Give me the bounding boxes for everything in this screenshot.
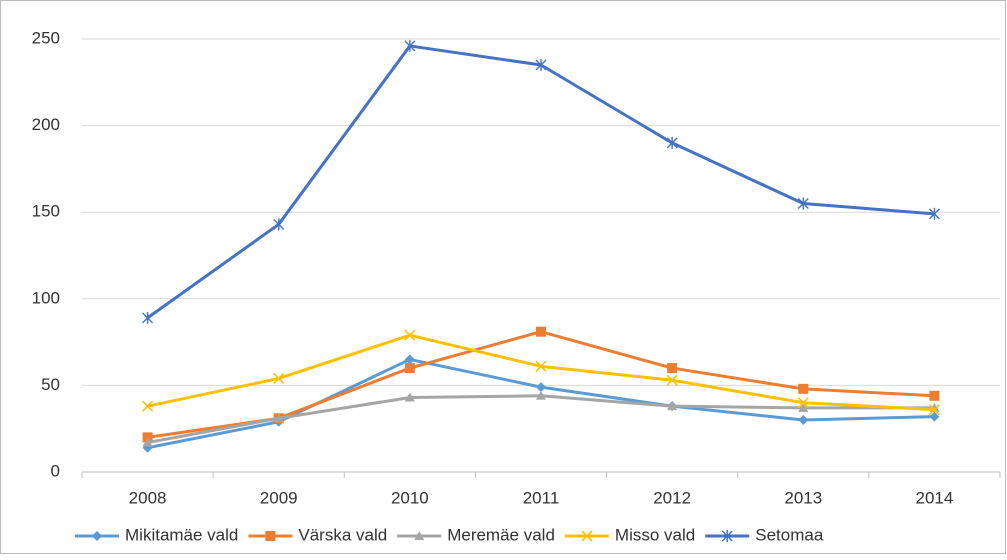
marker [142,437,153,447]
marker [273,413,284,423]
marker [273,218,285,231]
marker [142,432,153,443]
marker [797,397,809,409]
marker [929,390,940,401]
marker [666,136,678,149]
x-tick-label: 2008 [129,488,167,507]
y-tick-label: 100 [32,288,60,307]
marker [536,390,546,400]
marker [414,531,425,540]
marker [535,360,547,372]
y-tick-label: 50 [41,375,60,394]
y-tick-label: 150 [32,202,60,221]
marker [142,311,154,324]
y-tick-label: 250 [32,28,60,47]
x-tick-label: 2010 [391,488,429,507]
legend-label: Setomaa [755,525,824,544]
y-tick-label: 0 [51,461,60,480]
legend-label: Misso vald [615,525,695,544]
marker [404,354,415,365]
marker [798,415,809,426]
x-tick-label: 2012 [653,488,691,507]
marker [536,326,546,337]
legend-label: Mikitamäe vald [125,525,238,544]
marker [667,401,678,411]
marker [798,402,809,412]
marker [581,530,593,542]
marker [797,197,809,210]
x-tick-label: 2009 [260,488,298,507]
y-tick-label: 200 [32,115,60,134]
marker [404,329,416,341]
marker [928,207,940,220]
marker [273,372,285,385]
marker [798,383,809,394]
marker [92,531,102,541]
legend-label: Meremäe vald [447,525,555,544]
marker [721,530,733,542]
marker [404,39,416,52]
marker [142,400,154,412]
x-tick-label: 2011 [523,488,560,507]
marker [929,411,940,422]
marker [666,374,678,386]
marker [667,363,678,374]
marker [928,404,940,416]
x-tick-label: 2014 [916,488,954,507]
legend-label: Värska vald [298,525,387,544]
marker [536,382,546,393]
marker [535,58,547,71]
x-tick-label: 2013 [784,488,822,507]
marker [265,531,276,541]
marker [404,363,415,374]
marker [404,392,415,402]
